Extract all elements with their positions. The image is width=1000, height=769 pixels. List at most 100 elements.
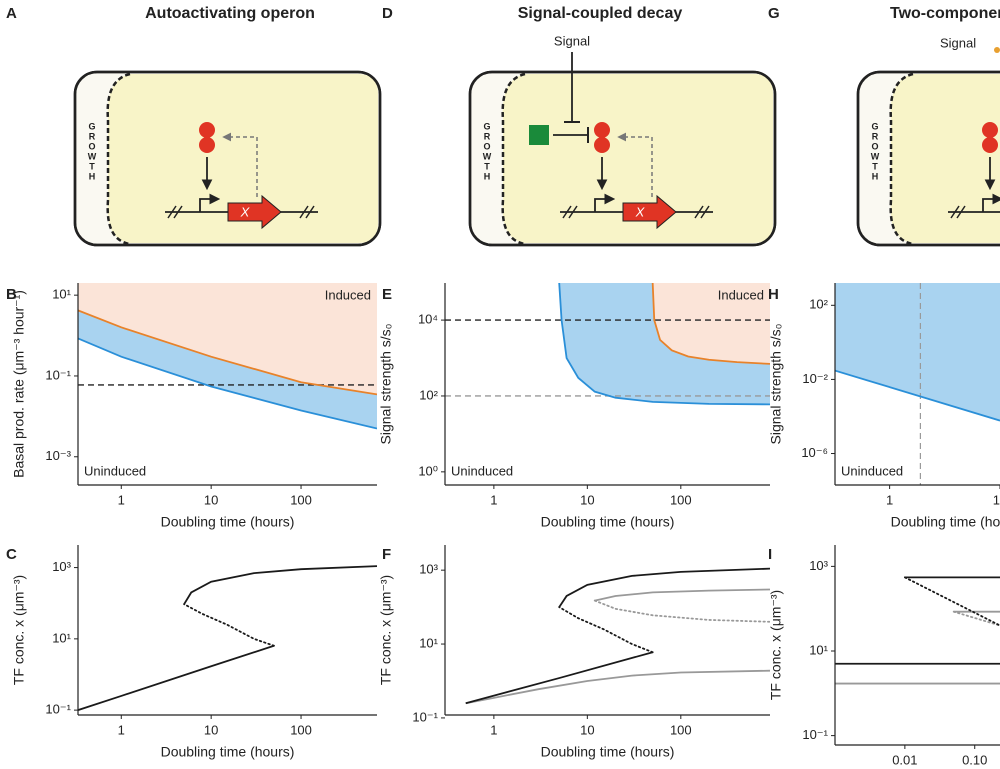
gene-label: X	[635, 204, 646, 219]
panel-a-diagram	[75, 72, 380, 245]
x-tick-label: 10	[580, 492, 594, 507]
curve	[78, 644, 275, 711]
growth-letter: T	[89, 161, 95, 171]
y-tick-label: 10³	[419, 562, 438, 577]
curve	[835, 369, 1000, 422]
x-tick-label: 100	[290, 722, 312, 737]
growth-letter: H	[484, 171, 491, 181]
panel-letter: E	[382, 286, 392, 303]
x-axis-label: Doubling time (hours)	[891, 514, 1000, 530]
y-axis-label: Signal strength s/s₀	[768, 323, 784, 444]
growth-letter: O	[483, 141, 490, 151]
growth-letter: W	[88, 151, 97, 161]
panel-letter: A	[6, 5, 17, 22]
y-tick-label: 10¹	[52, 630, 71, 645]
curve	[78, 309, 377, 396]
growth-letter: H	[89, 171, 96, 181]
region-label: Uninduced	[84, 463, 146, 478]
x-axis-label: Doubling time (hours)	[161, 514, 295, 530]
growth-letter: O	[871, 141, 878, 151]
x-tick-label: 1	[118, 492, 125, 507]
x-tick-label: 10	[204, 722, 218, 737]
panel-letter: G	[768, 5, 780, 22]
growth-letter: R	[872, 131, 879, 141]
curve	[183, 565, 377, 605]
y-tick-label: 10¹	[52, 287, 71, 302]
y-tick-label: 10⁻¹	[412, 709, 438, 724]
x-tick-label: 0.10	[962, 752, 987, 767]
x-tick-label: 1	[886, 492, 893, 507]
y-axis-label: TF conc. x (μm⁻³)	[378, 575, 394, 685]
gene-label: X	[240, 204, 251, 219]
x-tick-label: 1	[490, 492, 497, 507]
plot-area	[835, 283, 1000, 485]
growth-letter: T	[872, 161, 878, 171]
curve	[183, 603, 275, 647]
y-axis-label: TF conc. x (μm⁻³)	[768, 590, 784, 700]
growth-letter: H	[872, 171, 879, 181]
x-tick-label: 0.01	[892, 752, 917, 767]
plot-area	[465, 567, 770, 705]
growth-letter: G	[483, 121, 490, 131]
growth-letter: R	[484, 131, 491, 141]
x-axis-label: Doubling time (hours)	[161, 744, 295, 760]
region-label: Uninduced	[841, 463, 903, 478]
region-fill	[445, 283, 770, 364]
growth-letter: G	[88, 121, 95, 131]
y-tick-label: 10¹	[809, 642, 828, 657]
y-axis-label: Basal prod. rate (μm⁻³ hour⁻¹)	[11, 290, 27, 478]
panel-title: Autoactivating operon	[145, 5, 315, 22]
curve	[593, 599, 770, 623]
region-label: Induced	[325, 287, 371, 302]
growth-letter: G	[871, 121, 878, 131]
plot-area	[835, 576, 1000, 685]
curve	[465, 651, 653, 705]
plot-area	[78, 565, 377, 711]
signal-label: Signal	[940, 35, 976, 50]
x-tick-label: 100	[670, 722, 692, 737]
curve	[651, 283, 770, 365]
plot-area	[445, 283, 770, 406]
y-tick-label: 10⁴	[418, 312, 438, 327]
panel-title: Signal-coupled decay	[518, 5, 683, 22]
growth-letter: T	[484, 161, 490, 171]
region-fill	[835, 283, 1000, 421]
x-tick-label: 1	[118, 722, 125, 737]
x-tick-label: 100	[290, 492, 312, 507]
x-tick-label: 10	[204, 492, 218, 507]
curve	[78, 337, 377, 430]
curve	[594, 588, 770, 602]
y-axis-label: Signal strength s/s₀	[378, 323, 394, 444]
panel-letter: H	[768, 286, 779, 303]
panel-letter: C	[6, 546, 17, 563]
y-tick-label: 10⁰	[418, 463, 438, 478]
y-tick-label: 10⁻⁶	[801, 445, 828, 460]
curve	[903, 576, 1000, 627]
signal-label: Signal	[554, 33, 590, 48]
y-tick-label: 10⁻¹	[45, 702, 71, 717]
growth-letter: O	[88, 141, 95, 151]
curve	[558, 283, 770, 406]
x-tick-label: 1	[490, 722, 497, 737]
y-tick-label: 10⁻²	[802, 371, 828, 386]
y-tick-label: 10⁻¹	[802, 727, 828, 742]
panel-d-diagram	[470, 52, 775, 245]
x-axis-label: Doubling time (hours)	[541, 744, 675, 760]
curve	[465, 669, 770, 705]
growth-letter: W	[871, 151, 880, 161]
y-tick-label: 10⁻¹	[45, 367, 71, 382]
panel-letter: I	[768, 546, 772, 563]
region-label: Uninduced	[451, 463, 513, 478]
panel-letter: D	[382, 5, 393, 22]
region-fill	[78, 283, 377, 395]
region-label: Induced	[718, 287, 764, 302]
panel-title: Two-component	[890, 5, 1000, 22]
y-tick-label: 10²	[809, 297, 828, 312]
y-tick-label: 10³	[52, 559, 71, 574]
x-tick-label: 10	[993, 492, 1000, 507]
growth-letter: W	[483, 151, 492, 161]
y-axis-label: TF conc. x (μm⁻³)	[11, 575, 27, 685]
curve	[558, 606, 654, 654]
